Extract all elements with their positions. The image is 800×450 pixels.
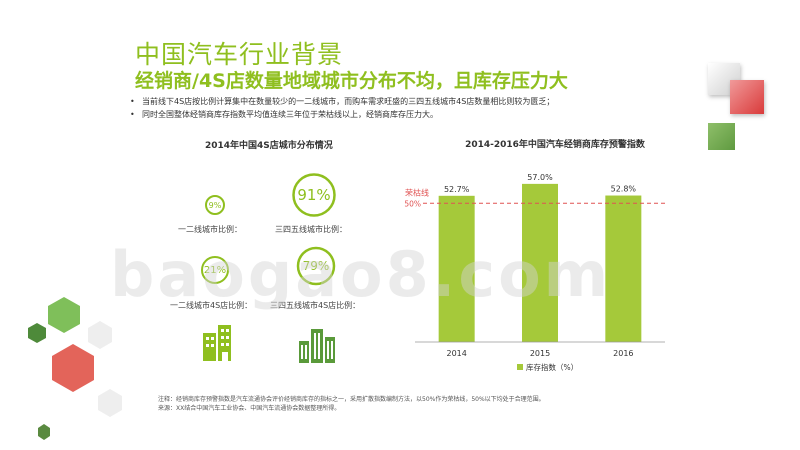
ring-value: 9%: [208, 200, 222, 210]
inventory-index-bar-chart: 2014-2016年中国汽车经销商库存预警指数 52.7% 2014 57.0% 20…: [404, 138, 665, 372]
ring-label: 一二线城市比例：: [178, 225, 242, 234]
bullet-item: 同时全国整体经销商库存指数平均值连续三年位于荣枯线以上，经销商库存压力大。: [130, 108, 554, 121]
decor-hexagons: [28, 297, 122, 440]
ring-chart-2: 91%: [291, 172, 337, 218]
legend-label: 库存指数（%）: [526, 362, 578, 372]
ring-label: 三四五线城市4S店比例：: [270, 301, 361, 310]
footnote-line: 注释：经销商库存预警指数是汽车流通协会评价经销商库存的指标之一，采用扩散指数编制…: [158, 396, 545, 403]
decor-square-green: [708, 123, 735, 150]
watermark: baogao8.com: [110, 238, 612, 311]
legend-swatch: [517, 364, 523, 370]
bullet-list: 当前线下4S店按比例计算集中在数量较少的一二线城市，而购车需求旺盛的三四五线城市…: [130, 95, 554, 121]
threshold-label: 荣枯线: [405, 187, 429, 197]
ring-chart-3: 21%: [200, 255, 230, 285]
bullet-item: 当前线下4S店按比例计算集中在数量较少的一二线城市，而购车需求旺盛的三四五线城市…: [130, 95, 554, 108]
bar: [522, 183, 558, 342]
ring-chart-4: 79%: [296, 246, 336, 286]
ring-circle-icon: [205, 195, 225, 215]
bar: [438, 195, 475, 342]
page-title: 中国汽车行业背景: [135, 40, 344, 69]
bar: [605, 195, 642, 342]
page-subtitle: 经销商/4S店数量地域城市分布不均，且库存压力大: [135, 70, 568, 92]
ring-chart-1: 9%: [204, 194, 226, 216]
ring-label: 一二线城市4S店比例：: [170, 301, 253, 310]
bar-value-label: 57.0%: [527, 173, 553, 182]
bar-value-label: 52.7%: [444, 185, 470, 194]
chart-title: 2014-2016年中国汽车经销商库存预警指数: [465, 138, 646, 150]
ring-value: 79%: [302, 259, 330, 273]
x-tick-label: 2014: [446, 349, 466, 358]
left-panel-title: 2014年中国4S店城市分布情况: [205, 141, 333, 151]
ring-circle-icon: [296, 246, 336, 286]
decor-square-red: [730, 80, 764, 114]
ring-circle-icon: [201, 256, 229, 284]
building-small-icon: [203, 325, 231, 361]
ring-value: 21%: [203, 264, 227, 276]
ring-value: 91%: [297, 186, 331, 204]
footnote-line: 来源：XX结合中国汽车工业协会、中国汽车流通协会数据整理所得。: [158, 405, 341, 412]
building-large-icon: [299, 329, 335, 363]
ring-circle-icon: [292, 173, 336, 217]
x-tick-label: 2016: [613, 349, 633, 358]
threshold-tick-label: 50%: [404, 199, 421, 208]
x-tick-label: 2015: [530, 349, 550, 358]
ring-label: 三四五线城市比例：: [275, 225, 347, 234]
bar-value-label: 52.8%: [611, 185, 637, 194]
footnote: 注释：经销商库存预警指数是汽车流通协会评价经销商库存的指标之一，采用扩散指数编制…: [158, 395, 545, 413]
chart-legend: 库存指数（%）: [517, 362, 578, 372]
